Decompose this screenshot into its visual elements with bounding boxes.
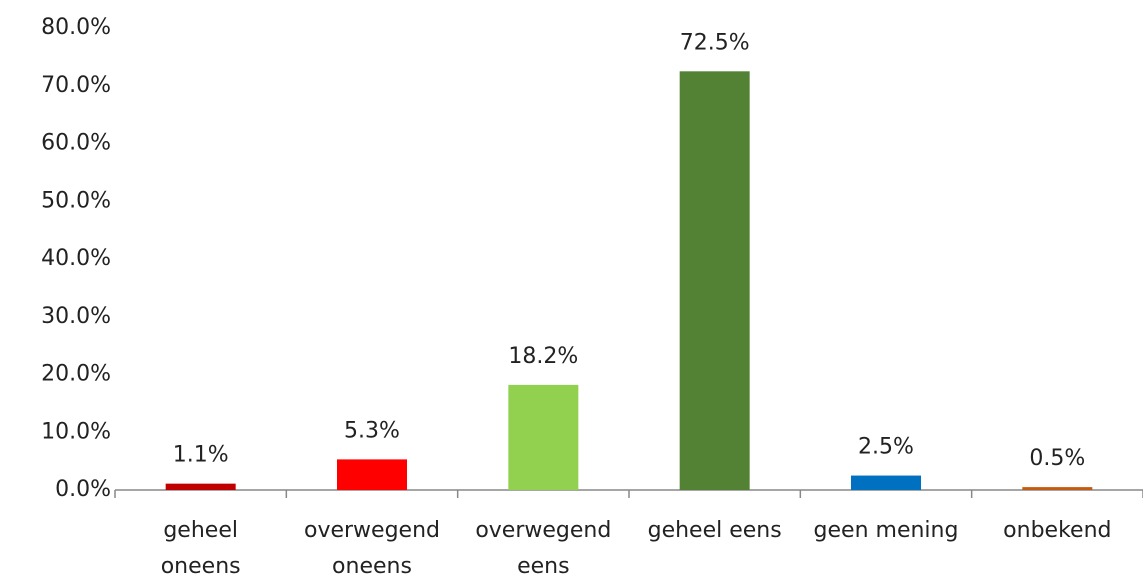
bar [679, 71, 750, 490]
x-tick-label: oneens [332, 554, 412, 578]
x-tick-label: overwegend [475, 518, 611, 543]
y-tick-label: 40.0% [41, 246, 111, 271]
value-label: 5.3% [344, 418, 400, 443]
y-tick-label: 70.0% [41, 73, 111, 98]
bar [337, 459, 407, 490]
x-tick-label: eens [517, 554, 569, 578]
y-tick-label: 0.0% [55, 477, 111, 502]
x-tick-label: onbekend [1003, 518, 1111, 543]
y-tick-label: 60.0% [41, 131, 111, 156]
value-label: 18.2% [508, 344, 578, 369]
y-tick-label: 80.0% [41, 15, 111, 40]
bar [851, 475, 921, 490]
x-tick-label: geheel eens [648, 518, 782, 543]
bar [508, 384, 579, 490]
y-tick-label: 30.0% [41, 304, 111, 329]
y-tick-label: 50.0% [41, 188, 111, 213]
bar [1022, 487, 1093, 490]
value-label: 0.5% [1029, 446, 1085, 471]
x-tick-label: oneens [161, 554, 241, 578]
value-label: 72.5% [680, 30, 750, 55]
x-tick-label: overwegend [304, 518, 440, 543]
value-label: 2.5% [858, 435, 914, 460]
x-tick-label: geen mening [814, 518, 959, 543]
bar [165, 483, 236, 490]
y-tick-label: 10.0% [41, 419, 111, 444]
y-tick-label: 20.0% [41, 362, 111, 387]
x-tick-label: geheel [163, 518, 238, 543]
value-label: 1.1% [173, 443, 229, 468]
